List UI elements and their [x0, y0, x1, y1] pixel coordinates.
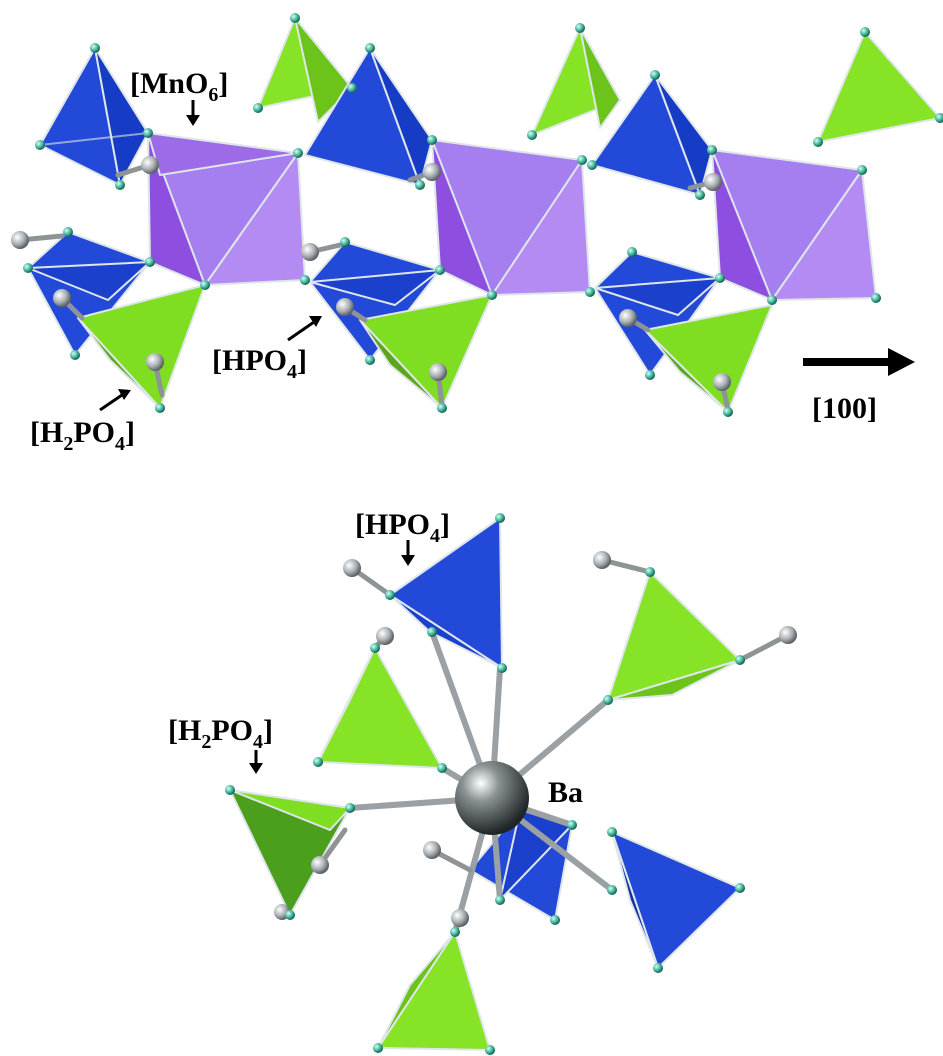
svg-text:[HPO4]: [HPO4] — [355, 508, 450, 547]
oxygen-atoms — [23, 13, 943, 417]
mno6-octahedron — [147, 132, 306, 286]
hydrogen-atoms — [274, 551, 797, 935]
chain-unit-3 — [591, 31, 941, 413]
hydrogen-atoms — [11, 156, 731, 413]
direction-arrow: [100] — [803, 348, 915, 425]
hpo4-tetrahedron — [39, 47, 149, 186]
h2po4-tetrahedron — [644, 304, 773, 413]
hpo4-tetrahedron — [611, 831, 741, 969]
h2po4-tetrahedron — [377, 931, 491, 1051]
h2po4-tetrahedron — [229, 789, 351, 916]
ba-coordination: Ba — [225, 513, 797, 1055]
direction-label: [100] — [812, 392, 877, 425]
hpo4-tetrahedron — [304, 47, 433, 186]
svg-text:[H2PO4]: [H2PO4] — [30, 416, 135, 455]
oxygen-atoms — [225, 513, 745, 1055]
ba-atom — [455, 761, 529, 835]
label-hpo4-top: [HPO4] — [212, 316, 322, 383]
h2po4-tetrahedron — [359, 294, 493, 409]
svg-text:[HPO4]: [HPO4] — [212, 344, 307, 383]
svg-text:[H2PO4]: [H2PO4] — [168, 714, 273, 753]
h2po4-tetrahedron — [531, 27, 621, 136]
h2po4-tetrahedron — [77, 284, 206, 409]
hpo4-tetrahedron — [389, 517, 503, 669]
chain-unit-1 — [27, 17, 353, 409]
label-mno6: [MnO6] — [130, 67, 228, 126]
svg-text:[MnO6]: [MnO6] — [130, 67, 228, 106]
label-hpo4-bottom: [HPO4] — [355, 508, 450, 566]
mno6-octahedron — [431, 139, 591, 296]
chain-unit-2 — [304, 27, 621, 409]
label-h2po4-bottom: [H2PO4] — [168, 714, 273, 774]
label-h2po4-top: [H2PO4] — [30, 389, 135, 455]
ba-label: Ba — [548, 776, 583, 809]
h2po4-tetrahedron — [817, 31, 941, 143]
hpo4-tetrahedron — [591, 74, 713, 196]
h2po4-tetrahedron — [317, 647, 443, 769]
mno6-octahedron — [711, 149, 877, 301]
hpo4-tetrahedron — [309, 241, 441, 361]
polyhedral-chain — [11, 13, 943, 417]
h2po4-tetrahedron — [607, 571, 741, 701]
